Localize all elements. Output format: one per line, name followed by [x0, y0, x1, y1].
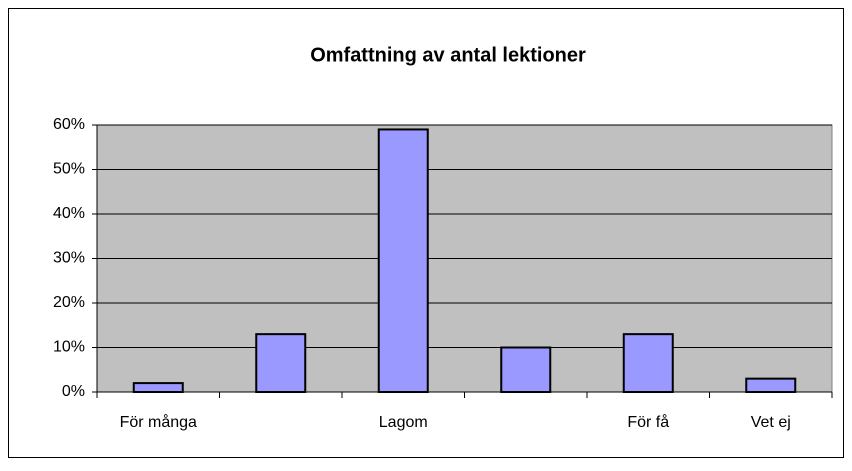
- y-tick-label: 30%: [53, 250, 85, 267]
- bar: [500, 346, 552, 393]
- x-tick-label: För få: [627, 413, 669, 431]
- y-tick-label: 50%: [53, 161, 85, 178]
- bar: [255, 333, 307, 393]
- y-tick-label: 40%: [53, 205, 85, 222]
- x-tick-label: Lagom: [379, 414, 428, 431]
- bar: [132, 382, 184, 394]
- y-tick-label: 60%: [53, 116, 85, 133]
- y-tick-label: 10%: [53, 339, 85, 356]
- chart-title: Omfattning av antal lektioner: [310, 44, 586, 66]
- y-tick-label: 0%: [62, 383, 85, 400]
- x-tick-label: För många: [120, 413, 197, 431]
- y-tick-label: 20%: [53, 294, 85, 311]
- bar: [745, 377, 797, 393]
- x-tick-label: Vet ej: [751, 414, 791, 431]
- bar: [622, 333, 674, 393]
- bar: [377, 128, 429, 393]
